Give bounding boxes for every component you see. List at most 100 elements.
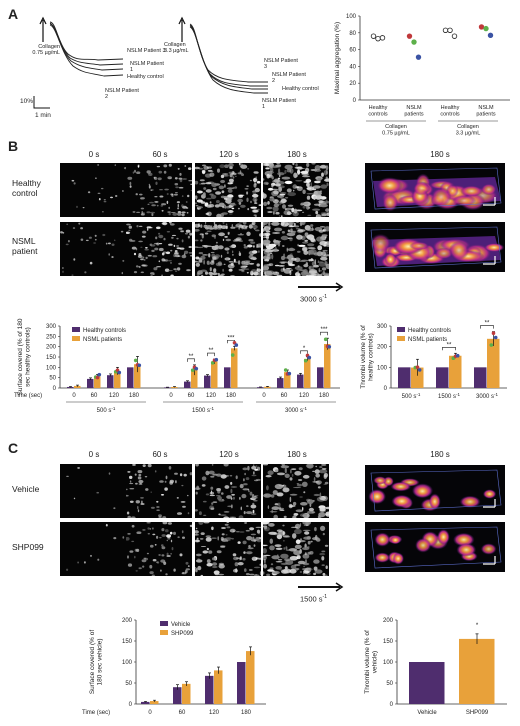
bar	[398, 367, 411, 388]
legend-label: NSML patients	[408, 337, 447, 343]
y-tick-label: 200	[377, 345, 388, 351]
x-tick-label: 180	[129, 393, 140, 399]
data-point	[406, 33, 413, 39]
b-time-120: 120 s	[219, 150, 239, 159]
data-point	[379, 35, 386, 41]
bar	[205, 675, 214, 704]
bar	[304, 358, 311, 388]
scale-y-label: 10%	[20, 98, 34, 105]
microscopy-tile	[263, 464, 329, 518]
x-tick-label: 120	[206, 393, 217, 399]
x-category-label: Vehicle	[417, 710, 437, 716]
y-tick-label: 40	[349, 64, 356, 70]
bar	[182, 683, 191, 704]
replicate-point	[323, 337, 328, 342]
bar	[127, 367, 134, 388]
bar	[164, 387, 171, 388]
trace2-label-2: NSLM Patient 2	[272, 72, 306, 84]
microscopy-tile	[126, 522, 192, 576]
x-tick-label: 60	[179, 710, 186, 716]
microscopy-tile	[126, 163, 192, 217]
bar	[324, 343, 331, 388]
x-tick-label: 60	[188, 393, 195, 399]
panel-letter-a: A	[8, 6, 19, 22]
y-axis-label: Maximal aggregation (%)	[334, 22, 341, 94]
bar	[474, 367, 487, 388]
c-shear-label: 1500 s-1	[300, 594, 327, 604]
y-axis-label: Surface covered (% of180 sec vehicle)	[89, 630, 104, 695]
x-tick-label: 0	[72, 393, 76, 399]
bar	[459, 638, 495, 704]
microscopy-tile	[263, 522, 329, 576]
sig-label: **	[189, 354, 194, 360]
bar	[191, 370, 198, 388]
group-label: Collagen 3.3 µg/mL	[456, 124, 481, 137]
y-tick-label: 50	[386, 681, 393, 687]
replicate-point	[287, 371, 292, 376]
x-category-label: NSLM patients	[404, 105, 424, 118]
sig-bracket	[300, 350, 308, 354]
bar	[94, 376, 101, 388]
trace2-label-4: NSLM Patient 1	[262, 98, 296, 110]
data-point	[483, 25, 489, 32]
bar	[264, 386, 271, 388]
c-3d-time: 180 s	[430, 450, 450, 459]
bar	[141, 701, 150, 704]
bar	[114, 371, 121, 388]
bar	[224, 367, 231, 388]
y-tick-label: 100	[122, 660, 133, 666]
legend-swatch	[160, 630, 168, 635]
x-tick-label: 60	[91, 393, 98, 399]
replicate-point	[415, 365, 420, 369]
bar	[231, 348, 238, 388]
y-tick-label: 0	[390, 702, 394, 708]
y-tick-label: 0	[129, 702, 133, 708]
trace1-label-2: NSLM Patient 1	[130, 61, 164, 73]
replicate-point	[190, 368, 195, 372]
x-category-label: 500 s-1	[402, 392, 421, 400]
replicate-point	[489, 343, 494, 347]
trace1-label-1: NSLM Patient 3	[127, 48, 166, 54]
microscopy-tile	[195, 522, 261, 576]
c-row-vehicle: Vehicle	[12, 484, 40, 494]
data-point	[478, 24, 485, 30]
scale-x-label: 1 min	[35, 112, 51, 119]
y-tick-label: 100	[377, 365, 388, 371]
legend-swatch	[397, 336, 405, 341]
bar	[211, 361, 218, 388]
bar	[411, 367, 424, 388]
x-tick-label: 0	[262, 393, 266, 399]
data-point	[487, 32, 494, 39]
c-3d-heatmap-shp099	[365, 522, 505, 572]
bar	[297, 374, 304, 388]
legend-label: NSML patients	[83, 337, 122, 343]
chart-thrombi-volume-c: 0 50 100 150 200 Thrombi volume (% ofvehicle)…	[364, 618, 507, 716]
y-tick-label: 200	[122, 618, 133, 624]
sig-bracket	[187, 358, 195, 362]
y-tick-label: 100	[346, 14, 357, 20]
replicate-point	[417, 368, 422, 372]
y-tick-label: 300	[46, 324, 57, 330]
bar	[487, 338, 500, 388]
trace-lines-2	[189, 23, 268, 94]
bar	[134, 364, 141, 388]
c-row-shp099: SHP099	[12, 542, 44, 552]
y-tick-label: 250	[46, 334, 57, 340]
replicate-point	[230, 353, 235, 357]
y-tick-label: 80	[349, 31, 356, 37]
bar	[237, 662, 246, 704]
x-tick-label: 180	[241, 710, 252, 716]
aggregation-trace-low-collagen	[39, 16, 124, 77]
trace-lines-1	[49, 21, 124, 77]
y-tick-label: 150	[122, 639, 133, 645]
legend-label: Healthy controls	[408, 328, 451, 334]
x-category-label: SHP099	[466, 710, 489, 716]
x-tick-label: 180	[226, 393, 237, 399]
sig-label: **	[209, 348, 214, 354]
group-label: Collagen 0.75 µg/mL	[382, 124, 410, 137]
b-3d-heatmap-nsml	[365, 222, 505, 272]
y-tick-label: 150	[46, 355, 57, 361]
bar	[87, 378, 94, 388]
trace1-label-4: NSLM Patient 2	[105, 88, 139, 100]
chart-max-aggregation: 0 20 40 60 80 100 Maximal aggregation (%) Healt…	[334, 14, 510, 137]
